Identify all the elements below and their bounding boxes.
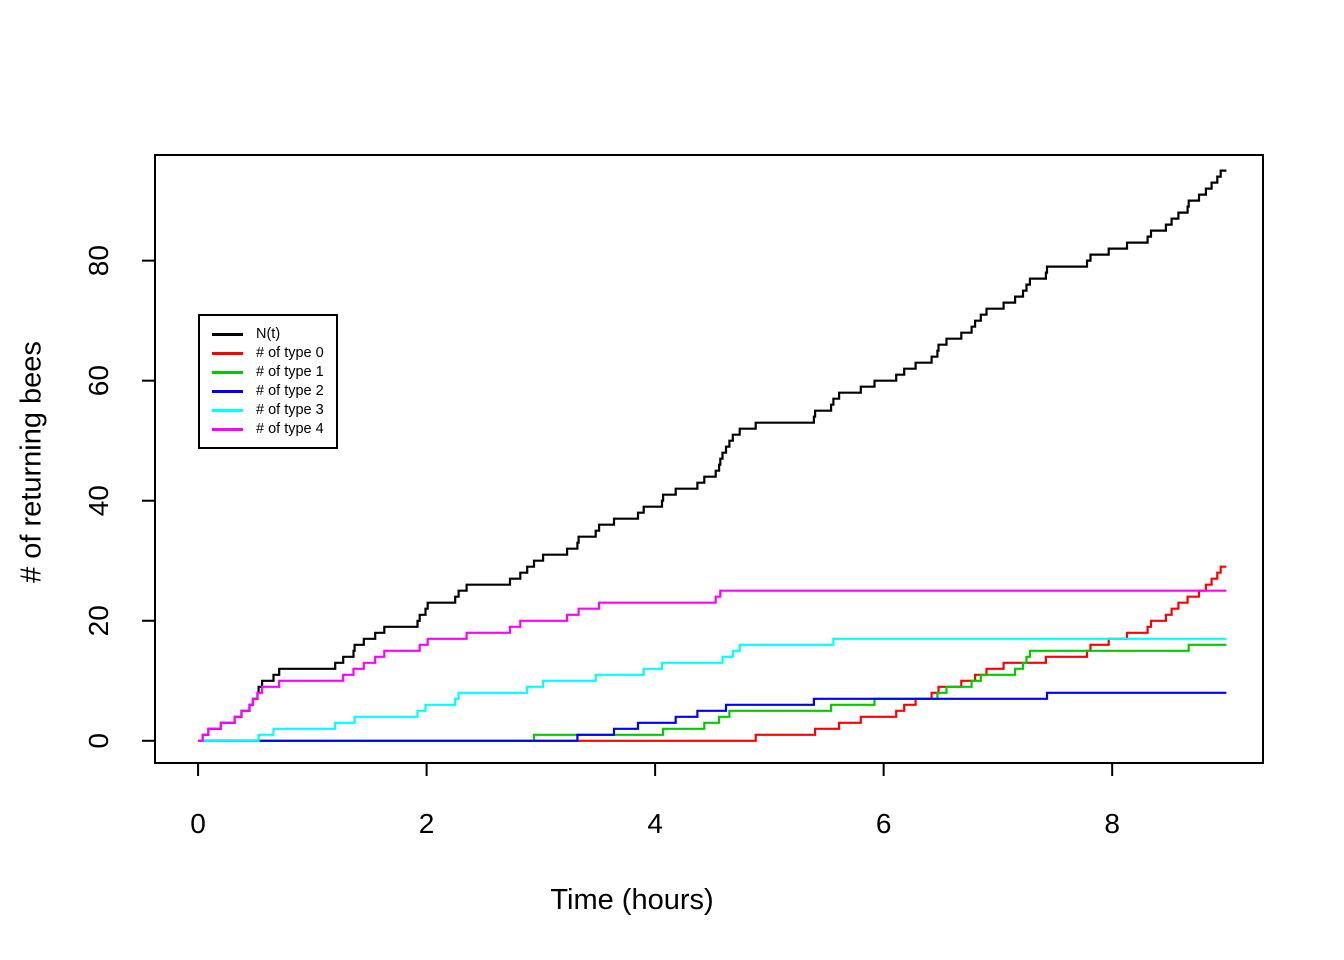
x-tick-label: 8: [1104, 808, 1120, 839]
legend-item: # of type 0: [212, 344, 336, 363]
y-axis-title: # of returning bees: [15, 341, 48, 583]
plot-box: [154, 154, 1264, 764]
y-tick-label: 20: [83, 605, 114, 636]
x-tick-label: 6: [876, 808, 892, 839]
legend-item: # of type 3: [212, 401, 336, 420]
series-line--of-type-3: [198, 637, 1227, 742]
y-tick-label: 0: [83, 733, 114, 749]
legend-box: N(t) # of type 0 # of type 1 # of type 2 # o…: [198, 314, 338, 449]
legend-item: # of type 4: [212, 420, 336, 439]
x-tick-label: 2: [419, 808, 435, 839]
x-axis-title: Time (hours): [550, 884, 714, 916]
legend-line-swatch: [212, 389, 243, 393]
y-tick-label: 40: [83, 485, 114, 516]
legend-item: N(t): [212, 325, 336, 344]
series-line-n-t-: [198, 169, 1227, 742]
series-line--of-type-1: [198, 643, 1227, 742]
legend-label: N(t): [256, 326, 281, 342]
legend-label: # of type 2: [256, 383, 324, 399]
y-tick-label: 80: [83, 245, 114, 276]
legend-line-swatch: [212, 351, 243, 355]
legend-line-swatch: [212, 332, 243, 336]
legend-line-swatch: [212, 370, 243, 374]
x-tick-label: 4: [647, 808, 663, 839]
y-tick-label: 60: [83, 365, 114, 396]
legend-item: # of type 2: [212, 382, 336, 401]
series-line--of-type-2: [198, 691, 1227, 742]
legend-label: # of type 1: [256, 364, 324, 380]
legend-line-swatch: [212, 427, 243, 431]
legend-label: # of type 0: [256, 345, 324, 361]
series-line--of-type-0: [198, 565, 1227, 742]
legend-line-swatch: [212, 408, 243, 412]
x-tick-label: 0: [190, 808, 206, 839]
legend-label: # of type 3: [256, 402, 324, 418]
series-line--of-type-4: [198, 589, 1227, 742]
legend-label: # of type 4: [256, 421, 324, 437]
legend-item: # of type 1: [212, 363, 336, 382]
